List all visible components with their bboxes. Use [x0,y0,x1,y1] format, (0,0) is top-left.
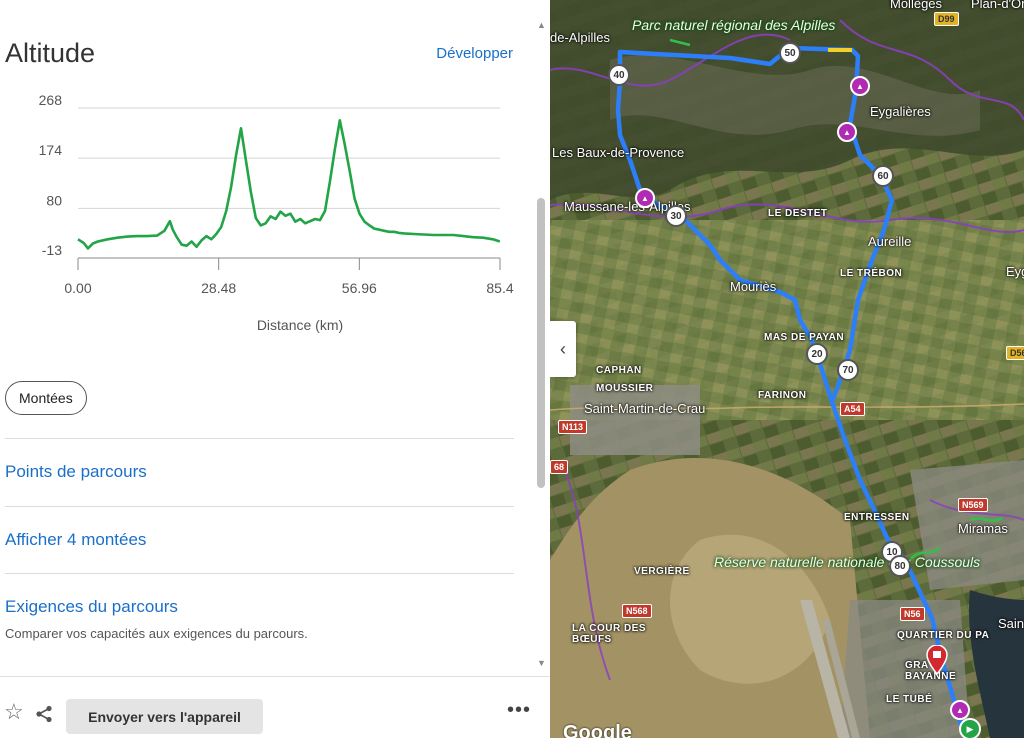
map-label-le-destet: LE DESTET [768,208,828,219]
y-tick-label: 174 [39,142,63,158]
collapse-panel-button[interactable]: ‹ [550,321,576,377]
road-shield-n113: N113 [558,420,588,434]
more-horizontal-icon[interactable]: ••• [507,699,532,721]
map-label-mouries: Mouriès [730,279,777,294]
panel-title: Altitude [5,38,96,68]
map-label-saint-martin-de-crau: Saint-Martin-de-Crau [584,401,706,416]
map-label-aureille: Aureille [868,234,912,249]
scroll-thumb[interactable] [537,198,545,488]
route-end-pin-icon[interactable] [926,645,948,675]
map-label-reserve-coussouls: Réserve naturelle nationale des Coussoul… [714,554,980,570]
route-requirements-link[interactable]: Exigences du parcours [5,597,178,616]
scroll-down-arrow-icon[interactable]: ▼ [537,658,546,668]
show-climbs-link[interactable]: Afficher 4 montées [5,530,147,549]
road-shield-n56: N56 [900,607,925,621]
map-label-miramas: Miramas [958,521,1008,536]
route-line[interactable] [615,45,965,731]
x-axis-label: Distance (km) [257,317,343,333]
route-map[interactable]: Mollèges Plan-d'Orgon de-Alpilles Parc n… [550,0,1024,738]
y-tick-label: 268 [39,92,63,108]
map-label-grand-bayanne: GRA BAYANNE [905,660,957,682]
elevation-chart[interactable]: 268 174 80 -13 0.00 28.48 56.96 85.4 Distance … [0,90,520,350]
expand-link[interactable]: Développer [436,45,513,62]
road-shield-d99: D99 [934,12,959,26]
y-tick-label: -13 [42,242,62,258]
send-to-device-button[interactable]: Envoyer vers l'appareil [66,699,263,734]
action-bar: ☆ Envoyer vers l'appareil ••• [0,676,550,738]
divider [5,506,514,507]
route-details-panel: Altitude Développer 268 174 80 -13 0.00 28.4… [0,38,520,641]
route-start-pin-icon[interactable]: ▶ [959,718,981,738]
map-label-moussier: MOUSSIER [596,383,654,394]
x-tick-label: 56.96 [342,280,377,296]
km-marker-50[interactable]: 50 [779,42,801,64]
km-marker-60[interactable]: 60 [872,165,894,187]
scroll-up-arrow-icon[interactable]: ▲ [537,20,546,30]
y-axis-ticks: 268 174 80 -13 [39,92,63,258]
map-label-farinon: FARINON [758,390,807,401]
km-marker-40[interactable]: 40 [608,64,630,86]
climb-marker-icon[interactable]: ▲ [837,122,857,142]
map-label-vergiere: VERGIÈRE [634,566,690,577]
map-label-eyg: Eyg [1006,264,1024,279]
climb-marker-icon[interactable]: ▲ [850,76,870,96]
map-label-quartier-du-pa: QUARTIER DU PA [897,630,990,641]
map-label-entressen: ENTRESSEN [844,512,910,523]
share-icon[interactable] [35,705,53,723]
climbs-chip[interactable]: Montées [5,381,87,415]
map-label-maussane: Maussane-les-Alpilles [564,199,691,214]
map-label-plan-d-orgon: Plan-d'Orgon [971,0,1024,11]
map-label-eygalieres: Eygalières [870,104,931,119]
route-requirements-description: Comparer vos capacités aux exigences du … [5,626,308,641]
road-shield-n569: N569 [958,498,988,512]
panel-scrollbar[interactable]: ▲ ▼ [535,14,547,672]
x-tick-label: 0.00 [64,280,91,296]
map-label-les-baux: Les Baux-de-Provence [552,145,685,160]
road-shield-n568: N568 [622,604,652,618]
map-label-molleges: Mollèges [890,0,943,11]
km-marker-70[interactable]: 70 [837,359,859,381]
google-logo: Google [563,722,632,738]
y-tick-label: 80 [46,192,62,208]
x-tick-label: 28.48 [201,280,236,296]
star-outline-icon[interactable]: ☆ [4,699,24,724]
map-label-le-trebon: LE TRÉBON [840,268,903,279]
x-tick-label: 85.4 [486,280,513,296]
road-shield-a54: A54 [840,402,865,416]
waypoints-link[interactable]: Points de parcours [5,462,147,481]
climb-marker-icon[interactable]: ▲ [950,700,970,720]
map-label-park-alpilles: Parc naturel régional des Alpilles [632,17,836,33]
map-label-mas-de-payan: MAS DE PAYAN [764,332,845,343]
climb-marker-icon[interactable]: ▲ [635,188,655,208]
map-label-la-cour-des-boeufs: LA COUR DES BŒUFS [572,623,647,645]
elevation-line [77,119,501,250]
km-marker-30[interactable]: 30 [665,205,687,227]
map-label-caphan: CAPHAN [596,365,642,376]
x-axis: 0.00 28.48 56.96 85.4 [64,257,514,296]
chevron-left-icon: ‹ [560,338,566,359]
map-label-le-tube: LE TUBÉ [886,694,933,705]
road-shield-68: 68 [550,460,569,474]
map-label-alpilles: de-Alpilles [550,30,610,45]
road-shield-d56: D56 [1006,346,1024,360]
km-marker-80[interactable]: 80 [889,555,911,577]
divider [5,573,514,574]
divider [5,438,514,439]
km-marker-20[interactable]: 20 [806,343,828,365]
map-label-sain: Sain [998,616,1024,631]
